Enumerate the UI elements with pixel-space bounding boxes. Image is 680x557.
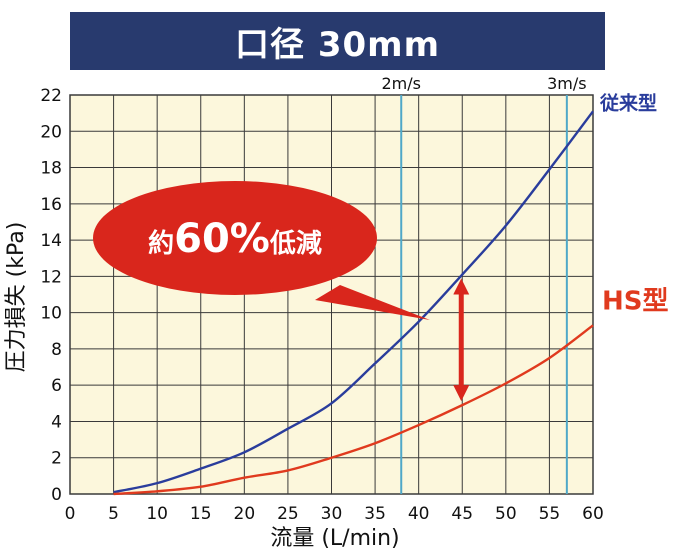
y-tick-label: 0 [51, 485, 62, 505]
tick-labels: 0 5 10 15 20 25 30 35 40 45 50 55 60 0 2 4 6 8 10 12 14 16 18 2… [40, 86, 603, 524]
y-tick-label: 4 [51, 412, 62, 432]
y-tick-label: 12 [40, 267, 62, 287]
y-axis-label: 圧力損失 (kPa) [4, 222, 29, 373]
callout-text-value: 60% [174, 216, 270, 262]
y-tick-label: 2 [51, 449, 62, 469]
x-tick-label: 60 [582, 504, 604, 524]
annotation: 約60%低減 [93, 181, 470, 402]
reference-lines: 2m/s 3m/s [381, 74, 587, 494]
x-tick-label: 35 [364, 504, 386, 524]
reference-line-label: 3m/s [547, 74, 587, 93]
x-tick-label: 15 [190, 504, 212, 524]
callout-tail [315, 285, 430, 320]
x-tick-label: 55 [539, 504, 561, 524]
series-label: HS型 [602, 286, 669, 316]
callout-bubble [93, 181, 377, 295]
series-label: 従来型 [599, 91, 657, 114]
x-tick-label: 10 [146, 504, 168, 524]
series-lines: 従来型 HS型 [113, 91, 669, 496]
series-line [113, 110, 594, 494]
y-tick-label: 6 [51, 376, 62, 396]
x-tick-label: 45 [451, 504, 473, 524]
x-tick-label: 5 [108, 504, 119, 524]
reference-line-label: 2m/s [381, 74, 421, 93]
x-tick-label: 30 [321, 504, 343, 524]
x-tick-label: 20 [234, 504, 256, 524]
y-tick-label: 20 [40, 122, 62, 142]
chart-title: 口径 30mm [234, 24, 440, 65]
chart-title-bar: 口径 30mm [70, 12, 605, 70]
series-line [113, 324, 594, 496]
x-tick-label: 40 [408, 504, 430, 524]
callout-text-suffix: 低減 [269, 229, 322, 259]
y-tick-label: 16 [40, 195, 62, 215]
callout-text: 約60%低減 [148, 216, 322, 262]
callout-text-prefix: 約 [148, 228, 174, 259]
x-tick-label: 50 [495, 504, 517, 524]
y-tick-label: 8 [51, 340, 62, 360]
y-tick-label: 14 [40, 231, 62, 251]
x-tick-label: 25 [277, 504, 299, 524]
x-axis-label: 流量 (L/min) [270, 526, 399, 551]
y-tick-label: 10 [40, 304, 62, 324]
y-tick-label: 22 [40, 86, 62, 106]
y-tick-label: 18 [40, 159, 62, 179]
x-tick-label: 0 [65, 504, 76, 524]
